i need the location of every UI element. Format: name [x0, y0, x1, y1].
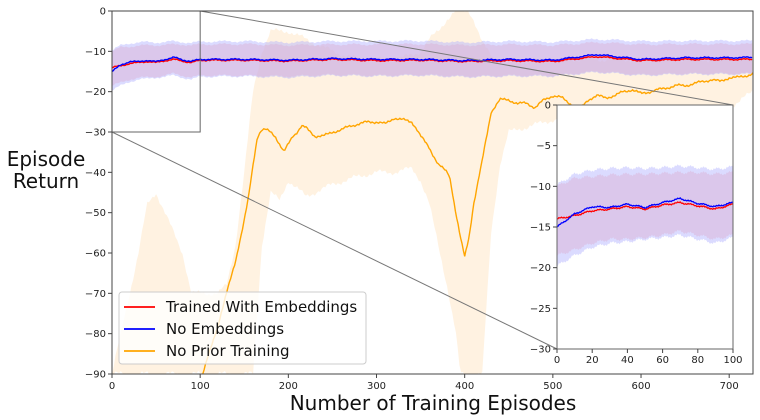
y-tick-label--30: −30: [85, 128, 106, 139]
main-confidence-bands: [112, 11, 753, 374]
line-no-embeddings: [112, 53, 753, 73]
main-x-ticks: 0 100 200 300 400 500 600 700: [109, 374, 739, 392]
x-tick-label-0: 0: [109, 381, 115, 392]
band-no-prior-training: [112, 11, 753, 374]
inset-x-tick-label-80: 80: [691, 355, 704, 366]
x-tick-label-200: 200: [279, 381, 298, 392]
x-tick-label-300: 300: [367, 381, 386, 392]
inset-line-no-embeddings: [557, 197, 733, 228]
inset-x-tick-label-100: 100: [723, 355, 742, 366]
band-trained-with-embeddings: [112, 41, 753, 86]
main-axes-frame: [111, 10, 754, 375]
zoom-connector-top: [200, 10, 734, 106]
y-tick-label--70: −70: [85, 289, 106, 300]
inset-y-ticks: 0 −5 −10 −15 −20 −25 −30: [530, 101, 557, 356]
inset-x-tick-label-60: 60: [656, 355, 669, 366]
inset-y-tick-label--20: −20: [530, 263, 551, 274]
y-tick-label--40: −40: [85, 168, 106, 179]
inset-x-ticks: 0 20 40 60 80 100: [554, 349, 743, 366]
inset-axes: 0 20 40 60 80 100 0 −5 −10 −15 −20 −25 −30: [530, 101, 743, 367]
inset-x-tick-label-20: 20: [586, 355, 599, 366]
inset-line-trained-with-embeddings: [557, 201, 733, 220]
legend-label-no-prior-training: No Prior Training: [166, 342, 290, 360]
main-series-lines: [112, 53, 753, 374]
inset-band-no-embeddings: [557, 164, 733, 266]
y-tick-label--10: −10: [85, 47, 106, 58]
y-tick-label-0: 0: [100, 7, 106, 18]
y-tick-label--20: −20: [85, 87, 106, 98]
y-tick-label--60: −60: [85, 249, 106, 260]
y-tick-label--90: −90: [85, 370, 106, 381]
legend-box: [118, 291, 367, 365]
zoom-connector-bottom: [111, 131, 558, 350]
y-axis-label-line2: Return: [13, 169, 79, 193]
line-no-prior-training: [202, 72, 753, 374]
inset-x-tick-label-0: 0: [554, 355, 560, 366]
inset-x-tick-label-40: 40: [621, 355, 634, 366]
x-axis-label: Number of Training Episodes: [290, 391, 577, 415]
inset-y-tick-label--5: −5: [536, 141, 551, 152]
inset-y-tick-label--25: −25: [530, 304, 551, 315]
band-no-embeddings: [112, 38, 753, 91]
main-y-ticks: 0 −10 −20 −30 −40 −50 −60 −70 −80 −90: [85, 7, 112, 381]
x-tick-label-100: 100: [191, 381, 210, 392]
y-tick-label--80: −80: [85, 329, 106, 340]
x-tick-label-700: 700: [720, 381, 739, 392]
inset-y-tick-label--30: −30: [530, 345, 551, 356]
inset-y-tick-label-0: 0: [545, 101, 551, 112]
legend: Trained With Embeddings No Embeddings No…: [118, 291, 367, 365]
line-trained-with-embeddings: [112, 55, 753, 69]
x-tick-label-400: 400: [455, 381, 474, 392]
y-tick-label--50: −50: [85, 208, 106, 219]
inset-y-tick-label--10: −10: [530, 182, 551, 193]
inset-background: [557, 105, 733, 349]
legend-label-no-embeddings: No Embeddings: [166, 320, 284, 338]
x-tick-label-500: 500: [543, 381, 562, 392]
legend-label-trained-with-embeddings: Trained With Embeddings: [165, 298, 357, 316]
y-axis-label-line1: Episode: [7, 147, 86, 171]
inset-band-trained-with-embeddings: [557, 170, 733, 256]
inset-y-tick-label--15: −15: [530, 223, 551, 234]
inset-series-lines: [557, 197, 733, 228]
x-tick-label-600: 600: [631, 381, 650, 392]
inset-confidence-bands: [557, 164, 733, 266]
